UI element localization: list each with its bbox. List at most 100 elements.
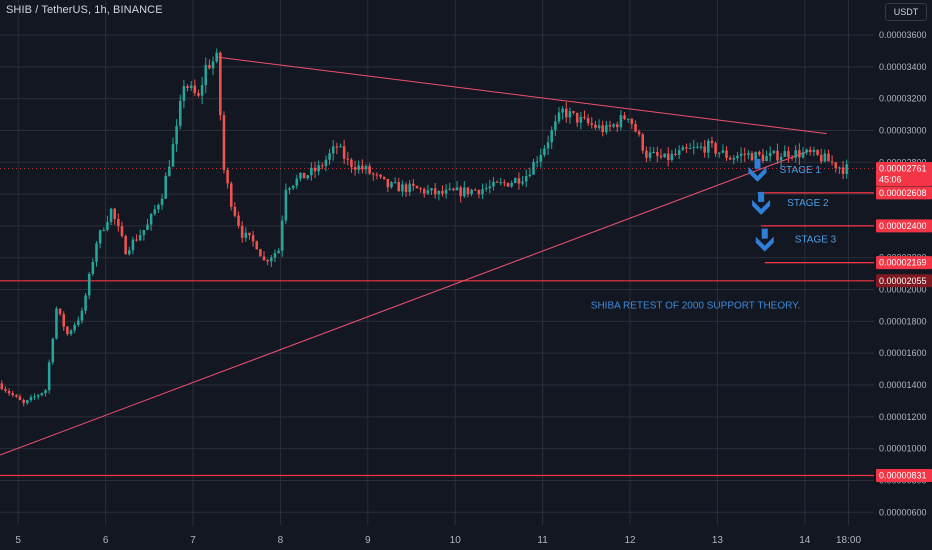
candle-down: [0, 383, 4, 390]
candle-up: [102, 229, 106, 231]
candle-up: [299, 172, 302, 179]
price-tag: [876, 274, 932, 288]
candle-up: [546, 142, 550, 149]
candle-down: [302, 172, 306, 179]
candle-up: [794, 150, 797, 158]
candle-up: [823, 153, 827, 162]
time-axis[interactable]: 5 6 7 8 9 10 11 12 13 14 18:00: [15, 535, 861, 546]
candle-up: [55, 308, 58, 339]
candle-down: [237, 215, 240, 226]
price-tick-label: 0.00001200: [879, 412, 927, 422]
candle-up: [557, 112, 561, 122]
candle-up: [543, 148, 546, 155]
price-tick-label: 0.00003600: [879, 30, 927, 40]
candle-up: [539, 154, 543, 162]
candle-up: [171, 144, 175, 167]
time-tick-label: 6: [103, 535, 109, 546]
candle-down: [827, 153, 830, 162]
candle-up: [677, 150, 681, 155]
candle-down: [222, 115, 226, 170]
candle-up: [845, 164, 848, 174]
arrow-shaft: [758, 191, 765, 202]
candle-up: [688, 148, 692, 150]
arrow-down-icon: [752, 199, 771, 215]
candle-up: [612, 124, 615, 127]
price-tick-label: 0.00001000: [879, 444, 927, 454]
candle-up: [277, 250, 280, 254]
candle-down: [321, 165, 324, 167]
candle-down: [703, 146, 706, 153]
candle-up: [455, 187, 459, 191]
candle-down: [11, 393, 15, 395]
time-tick-label: 12: [624, 535, 636, 546]
candle-down: [233, 206, 237, 216]
candle-up: [648, 152, 652, 158]
candle-up: [317, 165, 320, 172]
candle-up: [160, 198, 164, 205]
candle-down: [666, 153, 670, 160]
candle-down: [4, 389, 7, 391]
candle-down: [659, 155, 663, 158]
candle-down: [816, 149, 819, 155]
price-tick-label: 0.00003000: [879, 125, 927, 135]
candle-up: [189, 85, 193, 89]
candle-down: [790, 157, 794, 159]
candle-up: [739, 153, 743, 156]
candle-down: [353, 167, 357, 170]
candle-down: [641, 134, 645, 151]
trend-lines: [0, 56, 827, 456]
candle-down: [404, 184, 408, 193]
candle-up: [532, 161, 535, 175]
candle-down: [601, 125, 604, 133]
candle-up: [26, 400, 29, 404]
price-tag: [876, 219, 932, 233]
candle-up: [448, 188, 452, 190]
candle-up: [732, 158, 736, 160]
candle-up: [109, 208, 113, 223]
candle-up: [288, 188, 291, 190]
candle-down: [15, 394, 18, 397]
candle-up: [437, 190, 441, 195]
candle-down: [379, 174, 382, 177]
candle-up: [801, 152, 805, 158]
candle-down: [841, 167, 845, 174]
candle-up: [44, 390, 47, 394]
candle-down: [415, 185, 419, 189]
candle-up: [521, 181, 524, 184]
candle-down: [66, 326, 69, 334]
candle-up: [36, 395, 40, 397]
candle-up: [426, 190, 430, 194]
candle-down: [473, 189, 477, 191]
candle-down: [637, 131, 641, 135]
candle-down: [248, 232, 251, 236]
candle-down: [397, 182, 401, 192]
candle-up: [484, 188, 488, 190]
candle-up: [339, 146, 342, 148]
candle-down: [58, 308, 62, 315]
candle-up: [717, 152, 721, 154]
candle-up: [492, 181, 495, 187]
candle-up: [768, 153, 772, 157]
candle-down: [645, 150, 648, 158]
stage-label: STAGE 1: [779, 165, 821, 176]
candle-up: [291, 185, 295, 189]
candle-down: [433, 188, 437, 195]
candle-up: [681, 147, 685, 151]
candle-up: [29, 397, 33, 401]
candle-up: [280, 220, 284, 251]
candle-down: [62, 314, 66, 327]
candle-up: [51, 338, 55, 363]
candlestick-series: [0, 48, 848, 407]
candle-down: [615, 124, 619, 128]
candle-up: [488, 186, 492, 189]
candle-up: [707, 140, 710, 153]
arrow-down-icon: [755, 236, 774, 252]
candle-up: [524, 176, 528, 182]
candle-down: [313, 167, 317, 172]
price-tag-label: 0.00002169: [879, 258, 927, 268]
price-tag-label: 0.00002055: [879, 276, 927, 286]
candle-up: [561, 108, 564, 113]
price-tag: [876, 186, 932, 200]
currency-badge[interactable]: USDT: [885, 3, 927, 21]
